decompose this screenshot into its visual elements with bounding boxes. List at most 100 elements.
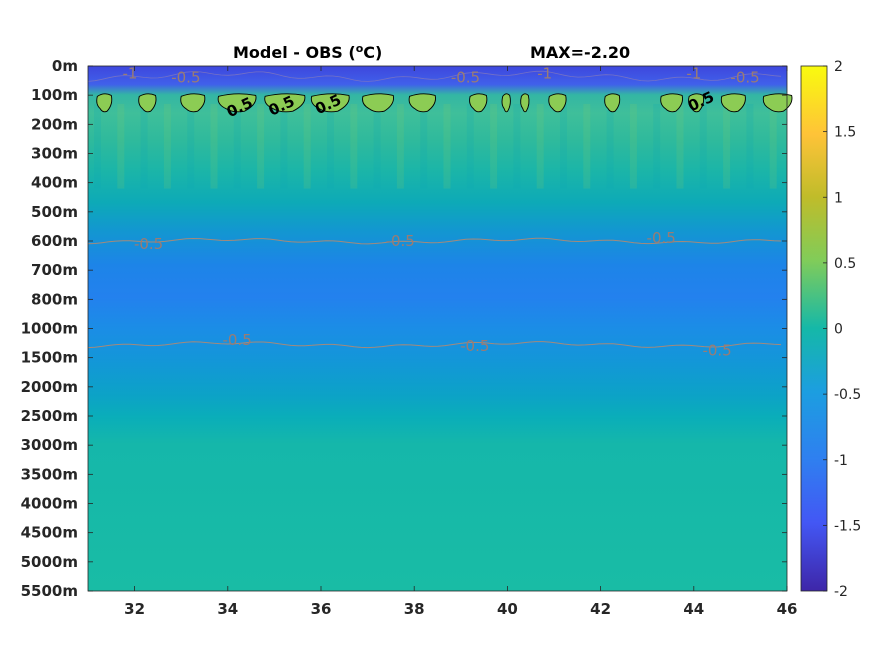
streak [140, 103, 148, 189]
positive-patch [501, 93, 511, 113]
streak [490, 103, 498, 189]
streak [233, 103, 241, 189]
positive-patch [520, 93, 530, 113]
heatmap-field [88, 66, 787, 591]
contour-label: -0.5 [451, 69, 480, 87]
streak [210, 103, 218, 189]
positive-patch [264, 93, 306, 113]
streak [443, 103, 451, 189]
y-tick-label: 1000m [21, 320, 78, 338]
y-tick-label: 1500m [21, 349, 78, 367]
colorbar-tick-label: -0.5 [834, 387, 861, 403]
streak [513, 103, 521, 189]
positive-patch [362, 93, 394, 113]
colorbar-tick-label: 2 [834, 59, 843, 75]
positive-patch [548, 93, 567, 113]
contour-label: -1 [537, 64, 552, 82]
x-axis: 32 34 36 38 40 42 44 46 [124, 66, 797, 618]
streak [676, 103, 684, 189]
streak [560, 103, 567, 189]
colorbar-tick-label: 0 [834, 322, 843, 338]
y-axis: 0m 100m 200m 300m 400m 500m 600m 700m 800m 1000m 1… [21, 57, 787, 600]
x-tick-label: 42 [590, 600, 611, 618]
streak [350, 103, 358, 189]
y-tick-label: 4500m [21, 524, 78, 542]
contour-label: -1 [122, 64, 137, 82]
contour-label: -0.5 [647, 229, 676, 247]
streak [327, 103, 334, 189]
streak [373, 103, 381, 189]
max-label: MAX=-2.20 [530, 43, 630, 62]
positive-patch [138, 93, 157, 113]
streak [396, 103, 404, 189]
colorbar-tick-label: -1.5 [834, 518, 861, 534]
positive-patch [604, 93, 621, 113]
contour-label: -0.5 [386, 232, 415, 250]
positive-patch [688, 93, 705, 113]
y-tick-label: 300m [31, 145, 78, 163]
positive-patch [720, 93, 746, 113]
y-tick-label: 400m [31, 174, 78, 192]
heatmap-plot: -1 -0.5 -0.5 -1 -1 -0.5 -0.5 -0.5 -0.5 -0.5 -0.5 -0… [87, 64, 793, 592]
y-tick-label: 700m [31, 261, 78, 279]
x-tick-label: 40 [497, 600, 518, 618]
y-tick-label: 100m [31, 86, 78, 104]
contour-label: -0.5 [702, 341, 731, 359]
streak [723, 103, 731, 189]
y-tick-label: 2000m [21, 378, 78, 396]
streak [629, 103, 637, 189]
streak [583, 103, 591, 189]
streak [606, 103, 614, 189]
positive-patch [180, 93, 206, 113]
streak [280, 103, 288, 189]
contour-label: -0.5 [222, 331, 251, 349]
y-tick-label: 3000m [21, 436, 78, 454]
contour-label: -0.5 [460, 337, 489, 355]
positive-patch [408, 93, 436, 113]
x-tick-label: 46 [777, 600, 798, 618]
streak [420, 103, 428, 189]
contour-label: -0.5 [171, 69, 200, 87]
streak [769, 103, 777, 189]
y-tick-label: 500m [31, 203, 78, 221]
contour-line [87, 237, 782, 245]
colorbar-tick-label: 1.5 [834, 125, 856, 141]
y-tick-label: 600m [31, 232, 78, 250]
contour-label: -0.5 [134, 235, 163, 253]
contour-label: -1 [686, 64, 701, 82]
colorbar-tick-label: 0.5 [834, 256, 856, 272]
x-tick-label: 44 [683, 600, 704, 618]
streak [466, 103, 474, 189]
x-tick-label: 32 [124, 600, 145, 618]
positive-patch [217, 93, 257, 113]
x-tick-label: 34 [217, 600, 238, 618]
y-tick-label: 2500m [21, 407, 78, 425]
streak [699, 103, 707, 189]
y-tick-label: 800m [31, 290, 78, 308]
streak [536, 103, 544, 189]
y-tick-label: 3500m [21, 465, 78, 483]
x-tick-label: 38 [404, 600, 425, 618]
streak [303, 103, 311, 189]
positive-patch [469, 93, 488, 113]
streak [653, 103, 661, 189]
y-tick-label: 5500m [21, 582, 78, 600]
streak [117, 103, 125, 189]
contour-label: -0.5 [730, 69, 759, 87]
streak [163, 103, 171, 189]
colorbar-tick-label: 1 [834, 190, 843, 206]
positive-patch [310, 93, 350, 113]
y-tick-label: 0m [52, 57, 78, 75]
contour-line [87, 341, 782, 349]
colorbar: 2 1.5 1 0.5 0 -0.5 -1 -1.5 -2 [800, 59, 861, 600]
y-tick-label: 200m [31, 115, 78, 133]
y-tick-label: 4000m [21, 495, 78, 513]
x-tick-label: 36 [311, 600, 332, 618]
positive-patch [96, 93, 113, 113]
streak [746, 103, 754, 189]
streak [94, 103, 101, 189]
contour-line [87, 70, 782, 82]
chart-title: Model - OBS (oC) [233, 42, 382, 62]
colorbar-tick-label: -2 [834, 584, 848, 600]
